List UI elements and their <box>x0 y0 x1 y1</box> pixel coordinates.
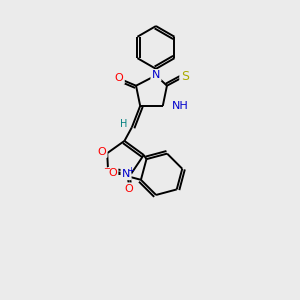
Text: O: O <box>115 73 124 83</box>
Text: O: O <box>98 147 106 157</box>
Text: O: O <box>108 168 117 178</box>
Text: NH: NH <box>172 101 189 111</box>
Text: S: S <box>181 70 189 83</box>
Text: O: O <box>125 184 134 194</box>
Text: N: N <box>122 169 130 179</box>
Text: −: − <box>103 164 110 173</box>
Text: +: + <box>127 166 134 175</box>
Text: N: N <box>152 70 160 80</box>
Text: H: H <box>120 119 127 129</box>
